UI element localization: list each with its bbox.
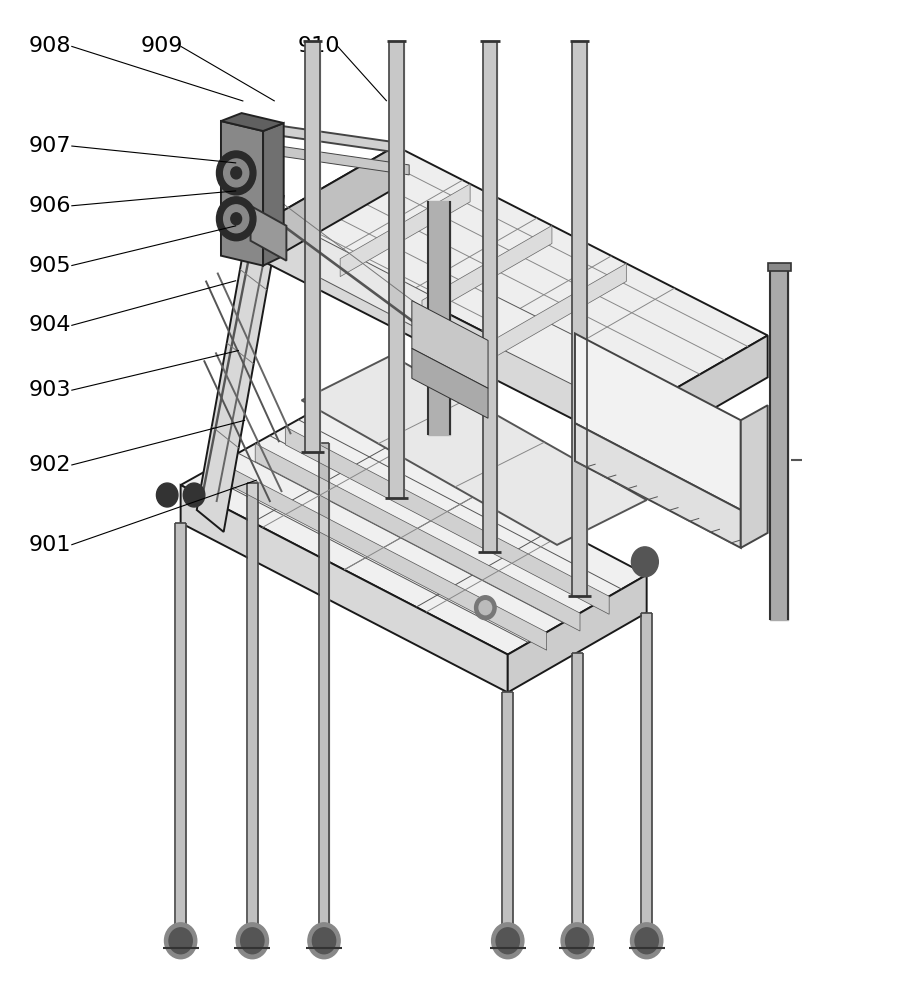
Polygon shape <box>280 146 409 175</box>
Circle shape <box>312 928 335 954</box>
Text: 905: 905 <box>28 256 71 276</box>
Text: 906: 906 <box>28 196 71 216</box>
Circle shape <box>492 923 524 959</box>
Polygon shape <box>302 355 646 545</box>
Polygon shape <box>197 176 284 532</box>
Polygon shape <box>741 405 768 548</box>
Polygon shape <box>221 121 263 266</box>
Circle shape <box>156 483 178 507</box>
Circle shape <box>231 167 242 179</box>
Text: 903: 903 <box>28 380 71 400</box>
Circle shape <box>561 923 593 959</box>
Polygon shape <box>412 301 488 388</box>
Polygon shape <box>306 231 441 340</box>
Circle shape <box>307 923 340 959</box>
Circle shape <box>236 923 269 959</box>
Circle shape <box>217 151 256 195</box>
Polygon shape <box>340 184 470 277</box>
Circle shape <box>224 159 249 187</box>
Polygon shape <box>263 123 284 266</box>
Circle shape <box>475 596 496 620</box>
Polygon shape <box>422 226 552 318</box>
Text: 908: 908 <box>28 36 71 56</box>
Text: 907: 907 <box>28 136 71 156</box>
Polygon shape <box>575 423 741 548</box>
Polygon shape <box>255 444 580 631</box>
Circle shape <box>635 928 658 954</box>
Text: 901: 901 <box>28 535 71 555</box>
Polygon shape <box>221 113 284 131</box>
Polygon shape <box>412 348 488 418</box>
Circle shape <box>183 483 205 507</box>
Polygon shape <box>266 146 768 410</box>
Circle shape <box>241 928 264 954</box>
Polygon shape <box>181 485 508 692</box>
Circle shape <box>479 601 492 615</box>
Polygon shape <box>285 427 610 614</box>
Polygon shape <box>496 263 627 356</box>
Polygon shape <box>262 123 400 153</box>
Circle shape <box>496 928 520 954</box>
Circle shape <box>217 197 256 241</box>
Polygon shape <box>251 206 287 261</box>
Text: 902: 902 <box>28 455 71 475</box>
Circle shape <box>630 923 663 959</box>
Circle shape <box>165 923 197 959</box>
Polygon shape <box>508 575 646 692</box>
Circle shape <box>169 928 192 954</box>
Circle shape <box>631 547 658 577</box>
Polygon shape <box>768 263 791 271</box>
Circle shape <box>565 928 589 954</box>
Polygon shape <box>181 405 646 655</box>
Text: 909: 909 <box>140 36 182 56</box>
Text: 910: 910 <box>298 36 340 56</box>
Circle shape <box>224 205 249 233</box>
Polygon shape <box>239 123 262 176</box>
Polygon shape <box>575 333 741 510</box>
Circle shape <box>231 213 242 225</box>
Polygon shape <box>266 221 637 452</box>
Text: 904: 904 <box>28 315 71 335</box>
Polygon shape <box>494 296 673 435</box>
Polygon shape <box>221 463 547 650</box>
Polygon shape <box>266 146 396 263</box>
Polygon shape <box>637 335 768 452</box>
